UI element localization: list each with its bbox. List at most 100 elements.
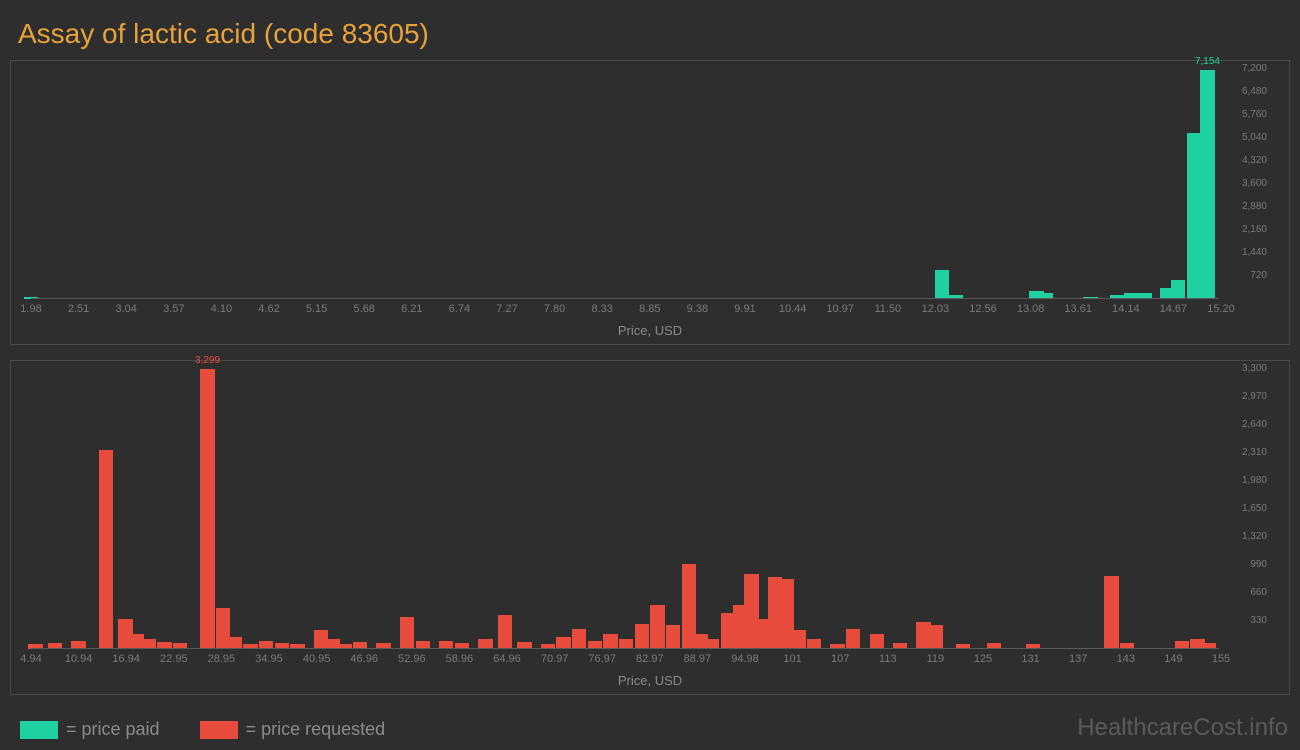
- x-tick: 70.97: [541, 653, 569, 665]
- chart-bar: [1171, 280, 1185, 299]
- y-tick: 1,650: [1242, 503, 1267, 514]
- y-tick: 5,040: [1242, 132, 1267, 143]
- chart-top-x-axis: 1.982.513.043.574.104.625.155.686.216.74…: [31, 303, 1219, 319]
- x-tick: 143: [1117, 653, 1135, 665]
- x-tick: 64.96: [493, 653, 521, 665]
- x-tick: 13.08: [1017, 303, 1045, 315]
- chart-bar: [1187, 133, 1201, 299]
- legend-label-requested: = price requested: [246, 719, 386, 740]
- y-tick: 3,600: [1242, 178, 1267, 189]
- chart-bar: [99, 450, 113, 649]
- y-tick: 6,480: [1242, 86, 1267, 97]
- x-tick: 5.68: [353, 303, 374, 315]
- x-tick: 12.03: [922, 303, 950, 315]
- x-tick: 16.94: [112, 653, 140, 665]
- y-tick: 2,310: [1242, 447, 1267, 458]
- chart-bar: [650, 605, 664, 649]
- peak-label: 3,299: [195, 355, 220, 366]
- chart-top-y-axis: 720 1,440 2,160 2,880 3,600 4,320 5,040 5,760 6,…: [1224, 71, 1279, 299]
- chart-top-x-axis-line: [31, 298, 1219, 299]
- legend-swatch-requested: [200, 721, 238, 739]
- x-tick: 15.20: [1207, 303, 1235, 315]
- chart-bar: [400, 617, 414, 649]
- page-title: Assay of lactic acid (code 83605): [0, 0, 1300, 50]
- chart-bar: [666, 625, 680, 649]
- chart-bar: [572, 629, 586, 649]
- chart-bar: [846, 629, 860, 649]
- y-tick: 3,300: [1242, 363, 1267, 374]
- chart-bar: [635, 624, 649, 649]
- x-tick: 119: [927, 653, 945, 665]
- x-tick: 10.44: [779, 303, 807, 315]
- watermark: HealthcareCost.info: [1077, 714, 1288, 742]
- chart-bar: [935, 270, 949, 299]
- legend-item-paid: = price paid: [20, 719, 160, 740]
- x-tick: 2.51: [68, 303, 89, 315]
- x-tick: 131: [1021, 653, 1039, 665]
- x-tick: 22.95: [160, 653, 188, 665]
- x-tick: 28.95: [208, 653, 236, 665]
- chart-bar: [928, 625, 942, 649]
- x-tick: 4.62: [258, 303, 279, 315]
- x-tick: 7.80: [544, 303, 565, 315]
- x-tick: 10.94: [65, 653, 93, 665]
- y-tick: 2,640: [1242, 419, 1267, 430]
- legend-swatch-paid: [20, 721, 58, 739]
- x-tick: 6.74: [449, 303, 470, 315]
- x-tick: 155: [1212, 653, 1230, 665]
- x-tick: 149: [1164, 653, 1182, 665]
- x-tick: 5.15: [306, 303, 327, 315]
- chart-bottom-x-axis: 4.9410.9416.9422.9528.9534.9540.9546.965…: [31, 653, 1219, 669]
- y-tick: 1,440: [1242, 247, 1267, 258]
- peak-label: 7,154: [1195, 56, 1220, 67]
- x-tick: 11.50: [874, 303, 901, 315]
- x-tick: 113: [879, 653, 897, 665]
- x-tick: 137: [1069, 653, 1087, 665]
- x-tick: 82.97: [636, 653, 664, 665]
- x-tick: 3.04: [115, 303, 136, 315]
- legend: = price paid = price requested: [20, 719, 385, 740]
- chart-bar: [870, 634, 884, 649]
- chart-top-plot-area: 7,154: [31, 71, 1219, 299]
- y-tick: 2,880: [1242, 201, 1267, 212]
- y-tick: 1,320: [1242, 531, 1267, 542]
- x-tick: 6.21: [401, 303, 422, 315]
- x-tick: 3.57: [163, 303, 184, 315]
- x-tick: 1.98: [20, 303, 41, 315]
- x-tick: 125: [974, 653, 992, 665]
- chart-price-paid: 7,154 1.98 2.51 3.04 3.57 4.10 4.62 5.15 5.68 6.…: [10, 60, 1290, 345]
- x-tick: 10.97: [826, 303, 854, 315]
- y-tick: 660: [1250, 587, 1267, 598]
- y-tick: 2,160: [1242, 224, 1267, 235]
- x-tick: 8.85: [639, 303, 660, 315]
- chart-price-requested: 3,299 4.9410.9416.9422.9528.9534.9540.95…: [10, 360, 1290, 695]
- y-tick: 5,760: [1242, 109, 1267, 120]
- y-tick: 1,980: [1242, 475, 1267, 486]
- x-tick: 46.96: [350, 653, 378, 665]
- x-tick: 7.27: [496, 303, 517, 315]
- x-tick: 13.61: [1064, 303, 1092, 315]
- x-tick: 94.98: [731, 653, 759, 665]
- y-tick: 720: [1250, 270, 1267, 281]
- x-tick: 4.94: [20, 653, 41, 665]
- chart-bar: [603, 634, 617, 649]
- chart-bar: [791, 630, 805, 649]
- x-tick: 101: [783, 653, 801, 665]
- legend-item-requested: = price requested: [200, 719, 386, 740]
- x-tick: 76.97: [588, 653, 616, 665]
- legend-label-paid: = price paid: [66, 719, 160, 740]
- y-tick: 7,200: [1242, 63, 1267, 74]
- y-tick: 2,970: [1242, 391, 1267, 402]
- y-tick: 4,320: [1242, 155, 1267, 166]
- x-tick: 8.33: [591, 303, 612, 315]
- x-tick: 40.95: [303, 653, 331, 665]
- chart-bottom-plot-area: 3,299: [31, 371, 1219, 649]
- x-tick: 4.10: [211, 303, 232, 315]
- x-tick: 107: [831, 653, 849, 665]
- x-tick: 88.97: [684, 653, 712, 665]
- x-tick: 52.96: [398, 653, 426, 665]
- chart-bar: [1200, 70, 1214, 299]
- chart-bar: [1104, 576, 1118, 649]
- x-tick: 14.14: [1112, 303, 1140, 315]
- x-tick: 12.56: [969, 303, 997, 315]
